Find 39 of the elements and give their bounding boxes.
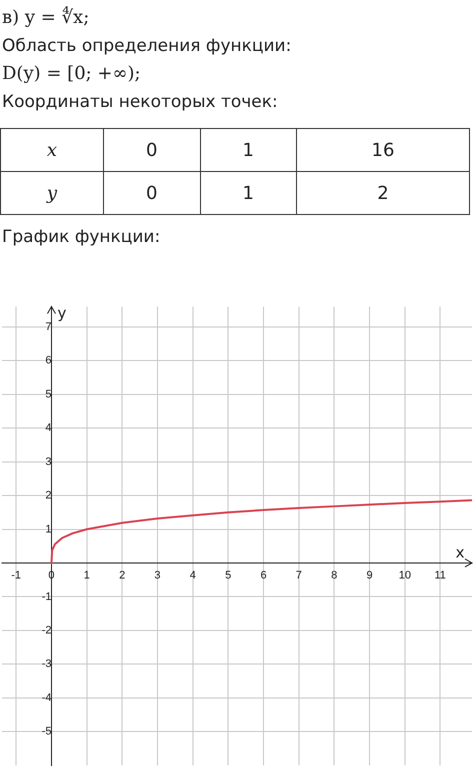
text: 16 [296,128,470,172]
text: 0 [104,172,200,214]
y-tick-label: 4 [45,422,52,434]
chart-title: в) y = ∜x; [2,5,90,30]
x-tick-label: 8 [331,570,338,582]
text: D(y) = [0; +∞); [2,62,142,86]
x-tick-label: 10 [398,570,411,582]
y-axis-title: y [57,304,66,322]
text: Область определения функции: [2,35,292,58]
text: Координаты некоторых точек: [2,91,279,114]
y-tick-label: -1 [42,590,52,603]
y-tick-label: -4 [42,692,52,704]
x-tick-label: 1 [84,570,90,582]
x-tick-label: 6 [260,570,267,582]
x-tick-label: -1 [11,570,22,582]
text: 1 [200,172,296,214]
y-tick-label: 2 [45,490,52,502]
y-tick-label: -3 [42,658,52,670]
text: y [0,172,104,214]
text: 1 [200,128,296,172]
x-axis-title: x [456,543,465,562]
x-tick-label: 3 [154,570,161,582]
y-tick-label: 6 [45,354,52,367]
x-tick-label: 7 [296,570,302,582]
y-tick-label: -5 [42,726,52,738]
y-tick-label: 7 [45,320,52,333]
x-tick-label: 11 [434,570,446,582]
y-tick-label: 3 [45,456,52,468]
text: 0 [104,128,200,172]
text: x [0,128,104,172]
text: График функции: [2,226,162,249]
text: 2 [296,172,470,214]
y-tick-label: -2 [42,624,52,636]
y-tick-label: 1 [45,523,52,536]
x-tick-label: 5 [225,570,232,582]
y-tick-label: 5 [45,388,52,400]
x-tick-label: 2 [119,570,126,582]
x-tick-label: 9 [366,570,373,582]
x-tick-label: 4 [190,570,196,582]
